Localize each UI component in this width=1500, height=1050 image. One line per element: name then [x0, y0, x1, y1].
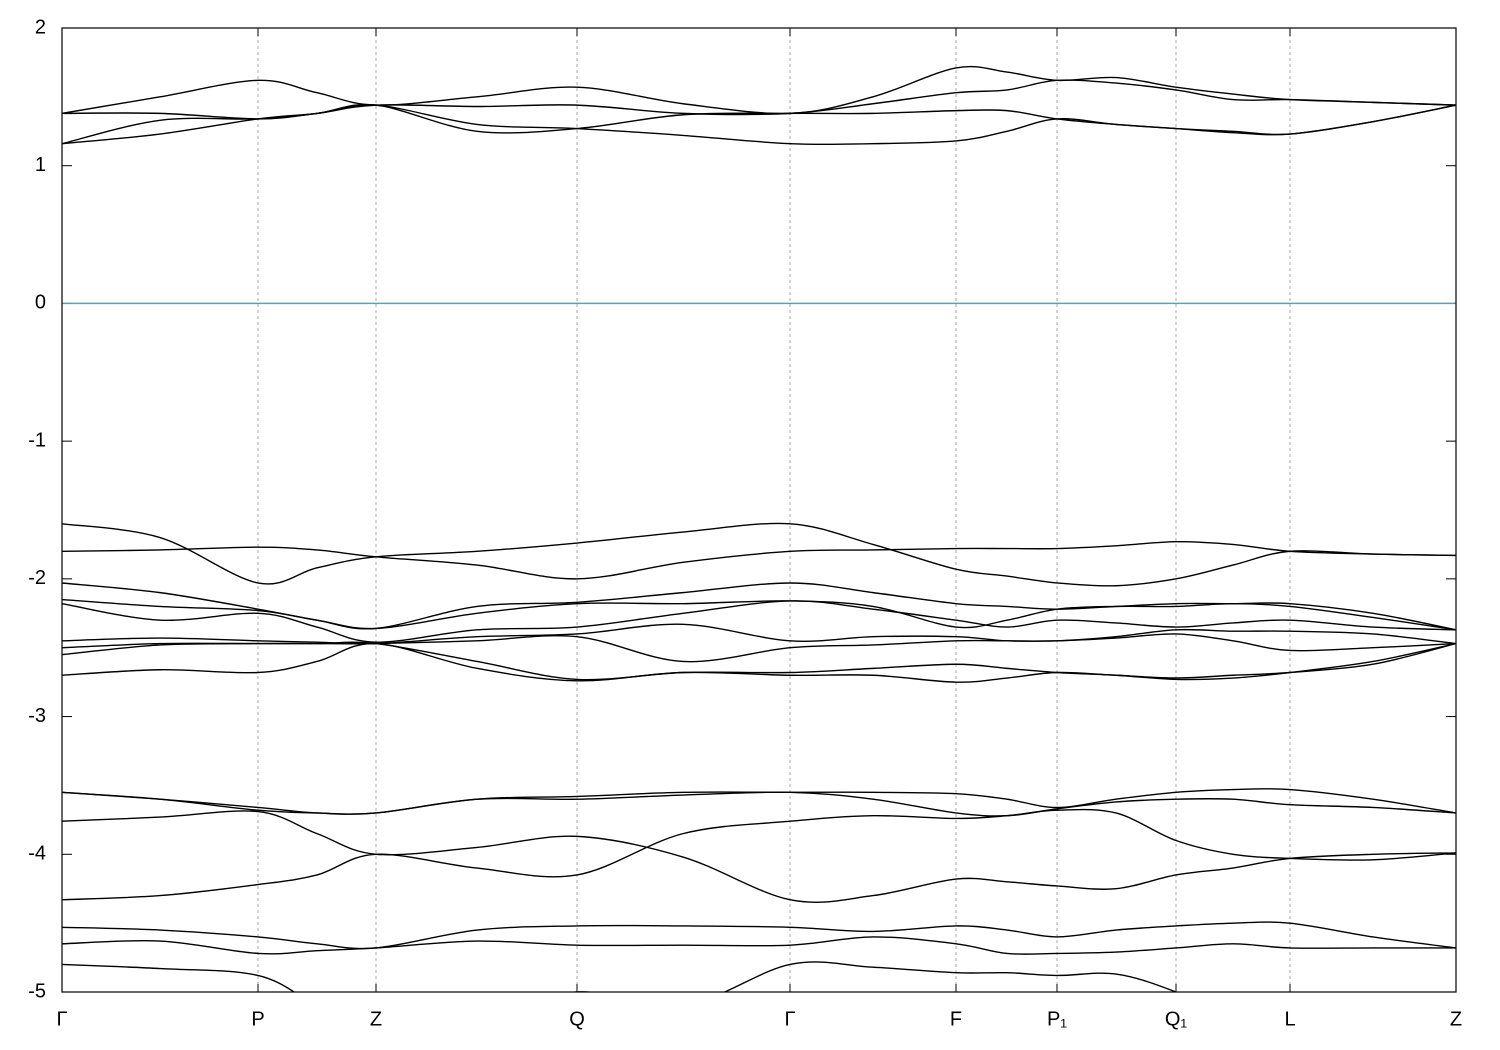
y-tick-label: 2 — [35, 16, 46, 38]
band-line — [62, 600, 1456, 643]
plot-frame — [61, 27, 1457, 993]
band-line — [62, 641, 1456, 681]
band-line — [62, 623, 1456, 652]
band-line — [62, 103, 1456, 136]
band-line — [62, 810, 1456, 904]
x-tick-label: Z — [370, 1008, 382, 1030]
band-line — [62, 961, 1178, 992]
y-tick-label: -3 — [28, 705, 46, 727]
y-tick-label: -1 — [28, 429, 46, 451]
band-line — [62, 598, 1456, 631]
bands — [62, 65, 1456, 992]
x-tick-label: Γ — [56, 1008, 67, 1030]
y-tick-label: -2 — [28, 567, 46, 589]
x-tick-label: P — [251, 1008, 264, 1030]
band-line — [62, 540, 1456, 580]
band-line — [62, 65, 1456, 115]
x-tick-label: Γ — [784, 1008, 795, 1030]
x-tick-label: Q — [569, 1008, 585, 1030]
band-line — [62, 921, 1456, 950]
x-tick-label: L — [1284, 1008, 1295, 1030]
y-tick-label: -5 — [28, 980, 46, 1002]
band-line — [62, 791, 1456, 817]
x-tick-label: Z — [1450, 1008, 1462, 1030]
x-tick-label: P₁ — [1047, 1008, 1067, 1030]
band-line — [62, 808, 1456, 901]
y-tick-label: 1 — [35, 154, 46, 176]
band-line — [62, 642, 1456, 683]
y-tick-label: -4 — [28, 843, 46, 865]
y-tick-label: 0 — [35, 292, 46, 314]
band-line — [62, 522, 1456, 587]
band-line — [62, 936, 1456, 955]
x-tick-label: F — [950, 1008, 962, 1030]
x-tick-label: Q₁ — [1165, 1008, 1188, 1030]
